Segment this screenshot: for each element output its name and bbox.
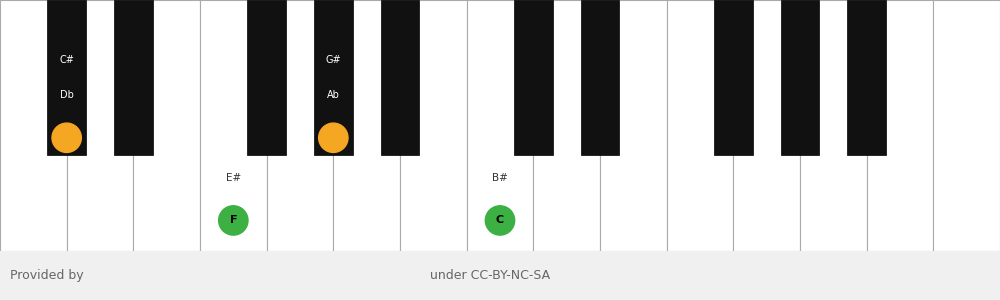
Bar	[667, 0, 733, 250]
Ellipse shape	[219, 206, 248, 235]
Bar	[467, 0, 533, 250]
Text: G#: G#	[326, 55, 341, 65]
Ellipse shape	[319, 123, 348, 152]
Text: E#: E#	[226, 173, 241, 183]
Bar	[267, 0, 333, 250]
Bar	[0, 0, 67, 250]
Bar	[67, 0, 133, 250]
Bar	[867, 0, 933, 250]
Text: Ab: Ab	[327, 90, 340, 100]
Bar	[133, 0, 200, 250]
Bar	[714, 0, 753, 155]
Bar	[47, 0, 86, 155]
Bar	[114, 0, 153, 155]
Text: Db: Db	[60, 90, 74, 100]
Text: C#: C#	[59, 55, 74, 65]
Bar	[200, 0, 267, 250]
Bar	[533, 0, 600, 250]
Text: under CC-BY-NC-SA: under CC-BY-NC-SA	[430, 269, 550, 282]
Ellipse shape	[485, 206, 515, 235]
Bar	[581, 0, 619, 155]
Bar	[381, 0, 419, 155]
Bar	[800, 0, 867, 250]
Bar	[314, 0, 353, 155]
Ellipse shape	[52, 123, 81, 152]
Bar	[600, 0, 667, 250]
Bar	[514, 0, 553, 155]
Bar	[847, 0, 886, 155]
Bar	[781, 0, 819, 155]
Bar	[733, 0, 800, 250]
Bar	[333, 0, 400, 250]
Text: F: F	[230, 215, 237, 225]
Bar	[933, 0, 1000, 250]
Text: B#: B#	[492, 173, 508, 183]
Bar	[400, 0, 467, 250]
Bar	[247, 0, 286, 155]
Text: C: C	[496, 215, 504, 225]
Text: Provided by: Provided by	[10, 269, 84, 282]
